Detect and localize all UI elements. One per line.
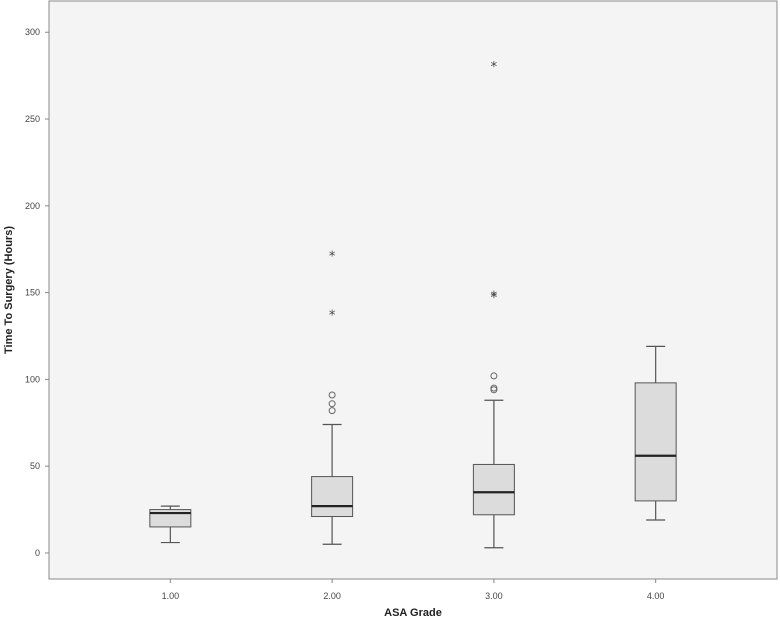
x-tick-label: 4.00 xyxy=(647,591,665,601)
extreme-point: * xyxy=(329,308,336,323)
boxes-group: ***** xyxy=(149,60,677,549)
extreme-point: * xyxy=(491,291,498,306)
x-tick-label: 3.00 xyxy=(485,591,503,601)
box xyxy=(472,463,515,516)
box-group: *** xyxy=(472,60,515,549)
box-group xyxy=(634,345,677,521)
box-group xyxy=(149,505,192,544)
y-axis: 0 50 100 150 200 250 300 xyxy=(25,27,49,558)
y-tick-label: 0 xyxy=(35,548,40,558)
extreme-point: * xyxy=(491,60,498,75)
x-axis-title: ASA Grade xyxy=(384,607,442,619)
x-axis: 1.00 2.00 3.00 4.00 xyxy=(162,579,665,601)
outlier-point xyxy=(490,384,498,392)
y-tick-label: 150 xyxy=(25,288,40,298)
x-tick-label: 2.00 xyxy=(323,591,341,601)
y-tick-label: 300 xyxy=(25,27,40,37)
y-tick-label: 50 xyxy=(30,461,40,471)
outlier-point xyxy=(328,391,336,399)
outlier-point xyxy=(490,372,498,380)
outlier-point xyxy=(328,400,336,408)
box-group: ** xyxy=(311,249,354,545)
box xyxy=(634,382,677,502)
outlier-point xyxy=(328,407,336,415)
y-tick-label: 100 xyxy=(25,374,40,384)
x-tick-label: 1.00 xyxy=(162,591,180,601)
extreme-point: * xyxy=(329,249,336,264)
y-tick-label: 250 xyxy=(25,114,40,124)
extreme-point: * xyxy=(491,289,498,304)
y-tick-label: 200 xyxy=(25,201,40,211)
box xyxy=(311,476,354,518)
y-axis-title: Time To Surgery (Hours) xyxy=(3,226,15,354)
